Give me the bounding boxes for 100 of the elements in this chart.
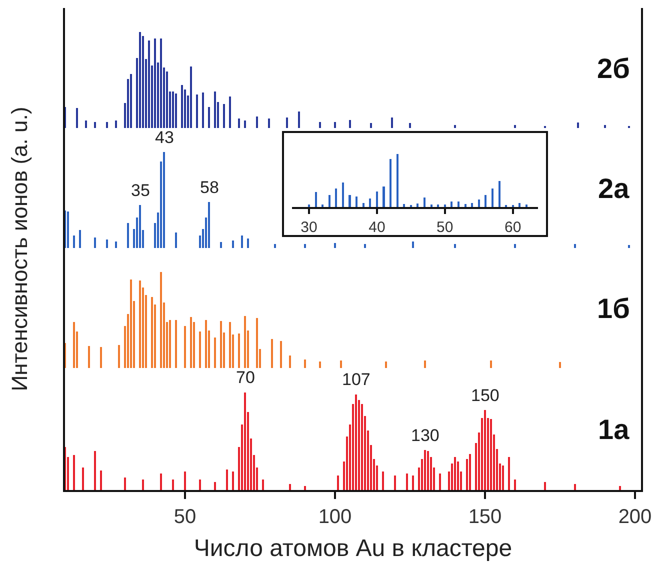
bar: [328, 194, 330, 207]
bar: [430, 204, 432, 207]
bar: [468, 454, 472, 490]
annotation: 70: [236, 368, 255, 387]
bar: [437, 204, 440, 207]
bar: [471, 202, 474, 207]
bar: [416, 203, 419, 207]
bar: [484, 410, 486, 490]
bar: [114, 241, 118, 248]
bar: [256, 318, 258, 368]
bar: [238, 118, 240, 128]
bar: [228, 96, 232, 128]
x-tick-label: 150: [468, 506, 502, 528]
bar: [356, 196, 358, 207]
bar: [214, 482, 216, 490]
bar: [274, 244, 276, 248]
bar: [406, 473, 408, 490]
bar: [354, 394, 358, 490]
x-tick-label: 30: [300, 219, 318, 236]
bar: [232, 240, 234, 248]
bar: [518, 202, 521, 207]
bar: [574, 484, 576, 490]
bar: [126, 223, 130, 248]
bar: [72, 454, 76, 490]
bar: [202, 92, 204, 128]
bar: [438, 473, 442, 490]
bar: [322, 204, 324, 207]
bar: [382, 186, 385, 207]
x-tick-label: 50: [174, 506, 196, 528]
bar: [628, 245, 630, 248]
bar: [232, 471, 234, 490]
bar: [450, 202, 453, 207]
bar: [478, 200, 480, 207]
bar: [118, 344, 120, 368]
x-tick-label: 100: [318, 506, 352, 528]
bar: [78, 230, 82, 248]
bar: [76, 108, 78, 128]
bar: [362, 202, 364, 207]
bar: [426, 450, 430, 490]
bar: [94, 122, 96, 128]
x-tick-label: 200: [618, 506, 652, 528]
bar: [244, 120, 246, 128]
bar: [184, 471, 186, 490]
bar: [214, 92, 216, 128]
bar: [196, 94, 198, 128]
bar: [336, 475, 340, 490]
annotation: 107: [342, 370, 370, 389]
bar: [174, 93, 178, 128]
bar: [370, 123, 372, 128]
bar: [369, 198, 372, 207]
bar: [423, 198, 426, 207]
bar: [106, 239, 108, 248]
bar: [214, 337, 216, 368]
bar: [190, 66, 192, 128]
bar: [180, 84, 184, 128]
bar: [226, 470, 228, 490]
bar: [72, 322, 76, 368]
bar: [138, 204, 142, 248]
bar: [174, 320, 178, 368]
bar: [66, 212, 70, 248]
bar: [408, 123, 412, 128]
bar: [318, 122, 322, 128]
bar: [100, 470, 102, 490]
bar: [88, 346, 90, 368]
bar: [514, 125, 516, 128]
bar: [270, 339, 274, 368]
annotation: 2б: [597, 53, 630, 84]
x-tick-label: 50: [436, 219, 454, 236]
bar: [484, 194, 487, 207]
bar: [514, 479, 516, 490]
bar: [100, 346, 102, 368]
bar: [138, 32, 142, 128]
bar: [148, 40, 150, 128]
bar: [162, 152, 166, 248]
bar: [138, 280, 142, 368]
bar: [382, 471, 384, 490]
bar: [208, 202, 210, 248]
bar: [220, 320, 222, 368]
bar: [454, 125, 456, 128]
bar: [154, 38, 156, 128]
bar: [262, 479, 264, 490]
bar: [184, 326, 186, 368]
bar: [558, 362, 562, 368]
annotation: 58: [200, 178, 219, 197]
bar: [114, 120, 118, 128]
bar: [198, 479, 202, 490]
bar: [142, 36, 144, 128]
bar: [360, 404, 364, 490]
bar: [412, 241, 414, 248]
bar: [444, 204, 446, 207]
bar: [280, 341, 282, 368]
bar: [172, 479, 174, 490]
x-tick-label: 40: [368, 219, 386, 236]
bar: [390, 158, 392, 207]
bar: [304, 359, 306, 368]
annotation: 35: [131, 181, 150, 200]
bar: [130, 280, 132, 368]
bar: [244, 392, 246, 490]
bar: [246, 238, 250, 248]
bar: [508, 456, 510, 490]
